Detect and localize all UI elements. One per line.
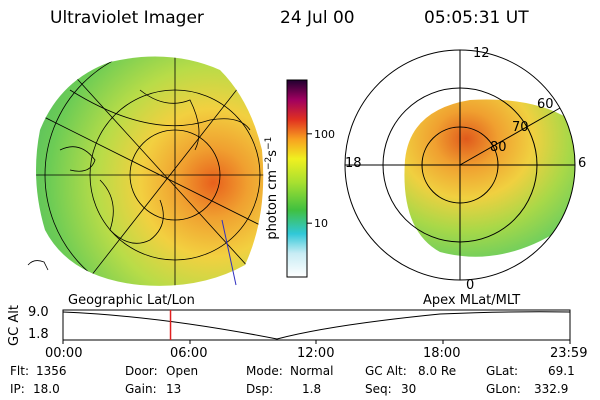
color-scale-unit: photon cm−2s−1 [263, 136, 281, 240]
altitude-plot [62, 309, 571, 344]
mlt-label-0: 0 [466, 278, 475, 293]
time-label: 05:05:31 UT [424, 8, 529, 28]
seq-value: 30 [401, 382, 417, 396]
color-scale-tick-label: 10 [314, 217, 328, 230]
gcalt-value: 8.0 Re [418, 364, 457, 378]
gain-label: Gain: [125, 382, 157, 396]
flt-value: 1356 [36, 364, 67, 378]
mlt-label-6: 6 [578, 156, 587, 171]
seq-label: Seq: [365, 382, 392, 396]
mlat-label-60: 60 [537, 97, 554, 112]
mode-label: Mode: [246, 364, 283, 378]
gcalt-label: GC Alt: [365, 364, 407, 378]
glat-value: 69.1 [548, 364, 575, 378]
color-scale-bar [286, 79, 308, 278]
altitude-y-max: 9.0 [28, 305, 49, 320]
geographic-image [27, 56, 264, 286]
glon-value: 332.9 [534, 382, 569, 396]
mlt-label-12: 12 [473, 46, 490, 61]
geographic-caption: Geographic Lat/Lon [68, 293, 195, 308]
color-scale-tick-label: 100 [314, 128, 335, 141]
time-tick-2359: 23:59 [550, 346, 588, 361]
dsp-value: 1.8 [302, 382, 322, 396]
glon-label: GLon: [486, 382, 521, 396]
time-tick-18: 18:00 [423, 346, 461, 361]
door-value: Open [166, 364, 199, 378]
glat-label: GLat: [486, 364, 519, 378]
apex-caption: Apex MLat/MLT [423, 293, 521, 308]
door-label: Door: [125, 364, 158, 378]
date-label: 24 Jul 00 [280, 8, 355, 28]
flt-label: Flt: [10, 364, 29, 378]
altitude-curve [62, 311, 571, 340]
time-tick-00: 00:00 [45, 346, 83, 361]
ip-value: 18.0 [33, 382, 60, 396]
mlat-label-70: 70 [512, 120, 529, 135]
mlt-label-18: 18 [345, 156, 362, 171]
ip-label: IP: [10, 382, 25, 396]
time-tick-06: 06:00 [170, 346, 208, 361]
polar-grid [344, 49, 576, 281]
instrument-title: Ultraviolet Imager [50, 8, 204, 28]
altitude-y-min: 1.8 [28, 327, 49, 342]
dsp-label: Dsp: [246, 382, 274, 396]
altitude-axis-label: GC Alt [6, 305, 22, 346]
time-tick-12: 12:00 [297, 346, 335, 361]
polar-plot [344, 49, 576, 281]
gain-value: 13 [166, 382, 182, 396]
mode-value: Normal [290, 364, 334, 378]
mlat-label-80: 80 [490, 140, 507, 155]
color-scale-ticks: 100 10 [307, 128, 335, 230]
